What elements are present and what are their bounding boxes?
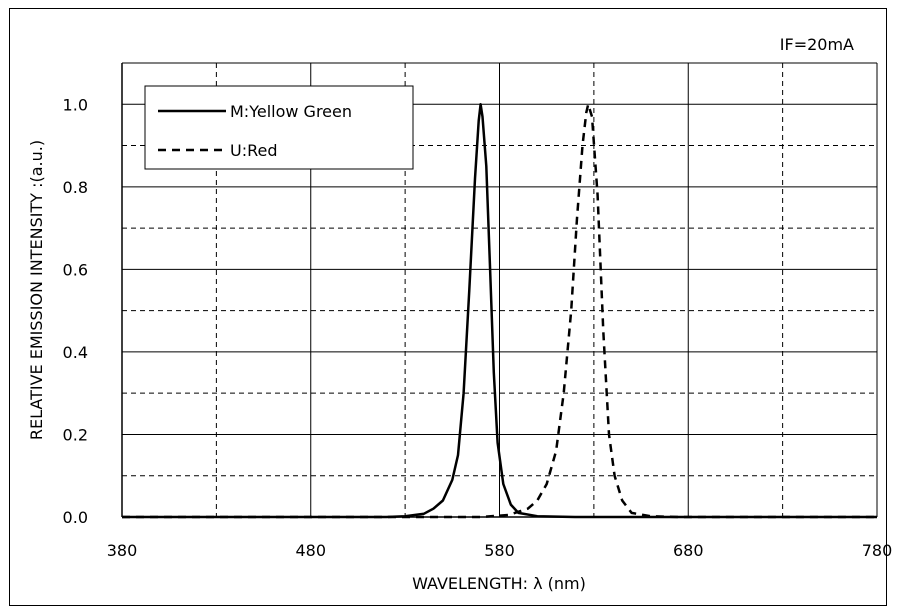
legend-entry-yellow-green: M:Yellow Green <box>230 102 352 121</box>
y-axis-label: RELATIVE EMISSION INTENSITY :(a.u.) <box>27 140 46 440</box>
series-line-red <box>122 103 877 519</box>
y-tick-label: 0.2 <box>63 425 88 444</box>
legend-box <box>144 85 414 170</box>
y-tick-label: 0.6 <box>63 260 88 279</box>
x-tick-label: 680 <box>673 541 704 560</box>
x-tick-label: 780 <box>862 541 893 560</box>
x-tick-label: 580 <box>484 541 515 560</box>
y-tick-label: 0.8 <box>63 178 88 197</box>
x-axis-label: WAVELENGTH: λ (nm) <box>412 574 586 593</box>
y-tick-label: 0.0 <box>63 508 88 527</box>
y-tick-label: 1.0 <box>63 95 88 114</box>
legend: M:Yellow Green U:Red <box>144 85 414 170</box>
y-tick-label: 0.4 <box>63 343 88 362</box>
series-lines <box>122 103 877 519</box>
x-tick-label: 480 <box>295 541 326 560</box>
x-tick-label: 380 <box>107 541 138 560</box>
tick-labels: 380 480 580 680 780 0.0 0.2 0.4 0.6 0.8 1.0 <box>63 95 893 560</box>
legend-entry-red: U:Red <box>230 141 278 160</box>
series-line-yellow-green <box>122 103 877 519</box>
condition-annotation: IF=20mA <box>780 35 854 54</box>
